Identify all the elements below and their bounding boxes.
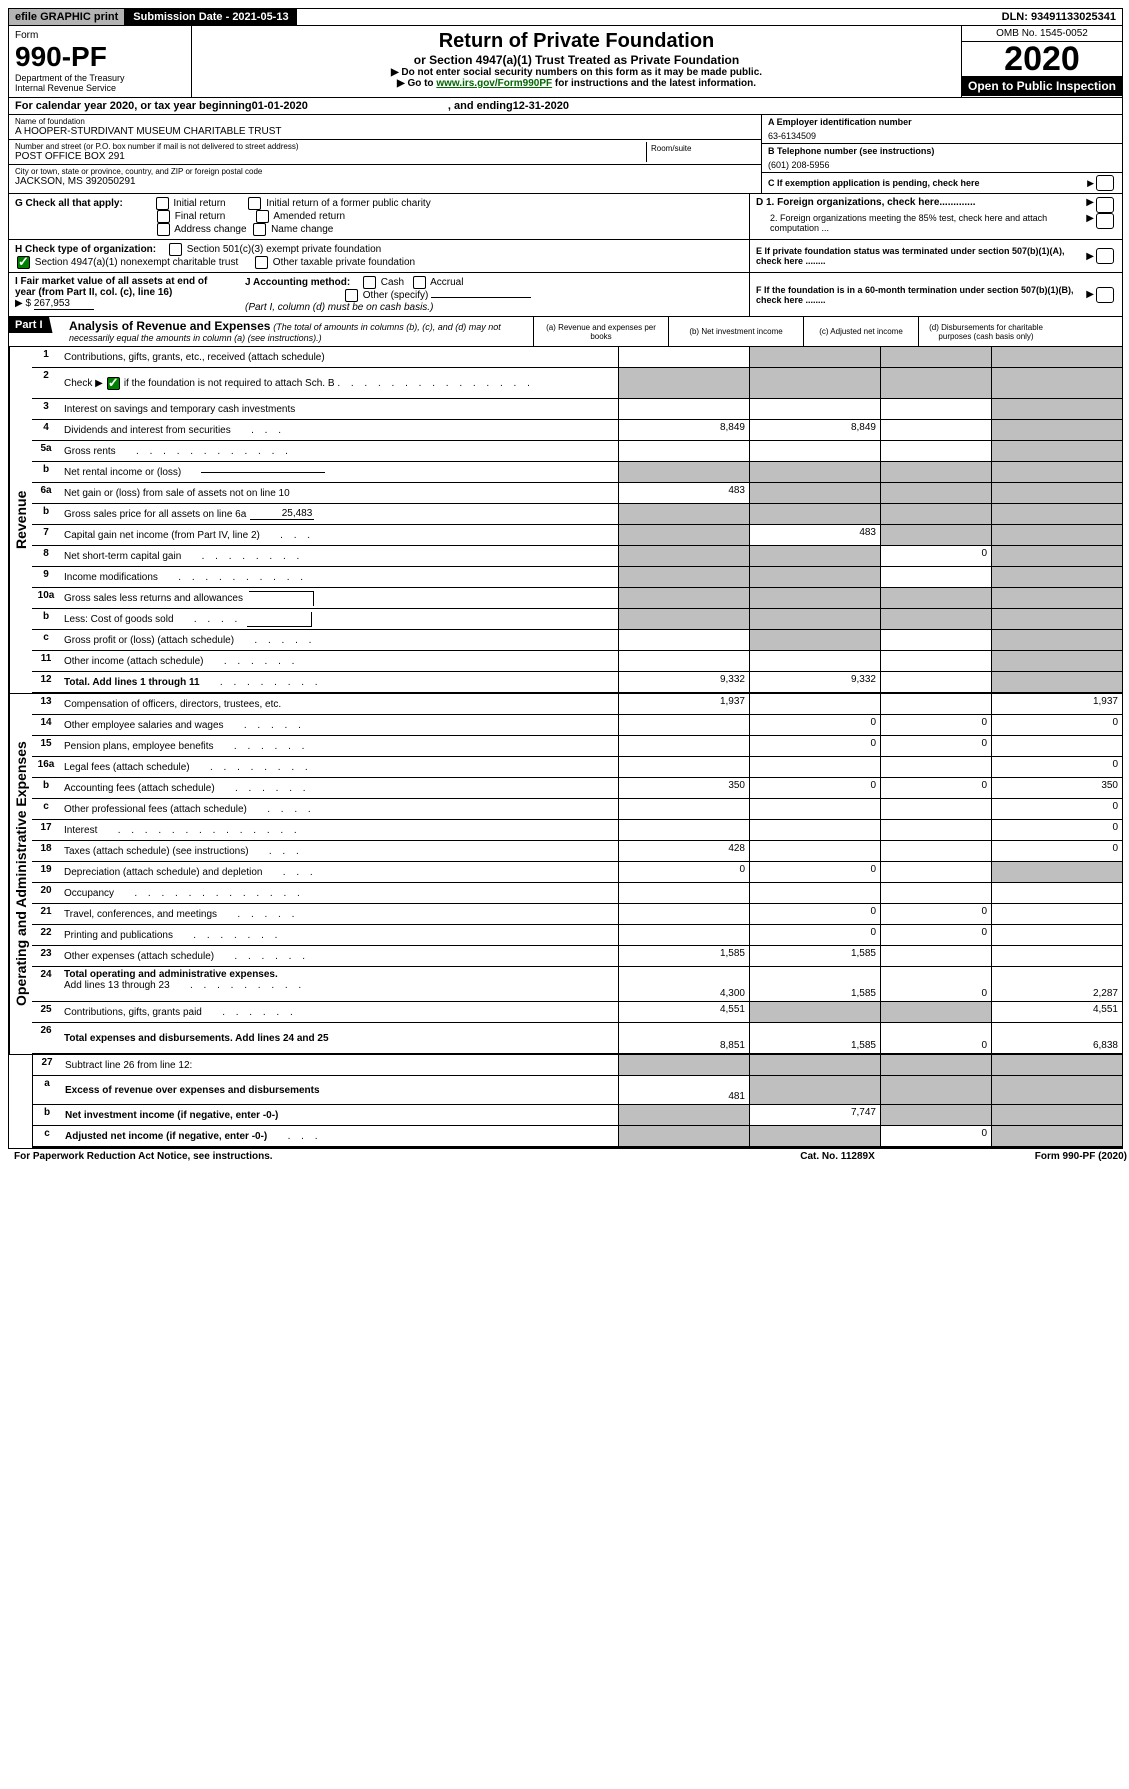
form-subtitle: or Section 4947(a)(1) Trust Treated as P… <box>196 53 957 67</box>
chk-4947a1-checked[interactable] <box>17 256 30 269</box>
chk-501c3[interactable] <box>169 243 182 256</box>
checkbox-c[interactable] <box>1096 175 1114 191</box>
submission-date: Submission Date - 2021-05-13 <box>125 9 296 25</box>
ein-cell: A Employer identification number 63-6134… <box>762 115 1122 144</box>
dept-line-2: Internal Revenue Service <box>15 83 185 93</box>
dln-number: DLN: 93491133025341 <box>996 9 1122 25</box>
tax-year: 2020 <box>962 42 1122 76</box>
chk-accrual[interactable] <box>413 276 426 289</box>
form-title: Return of Private Foundation <box>196 30 957 53</box>
header-right: OMB No. 1545-0052 2020 Open to Public In… <box>961 26 1122 97</box>
footer-form: Form 990-PF (2020) <box>1035 1151 1127 1162</box>
phone-cell: B Telephone number (see instructions) (6… <box>762 144 1122 173</box>
irs-link[interactable]: www.irs.gov/Form990PF <box>436 78 552 89</box>
col-header-c: (c) Adjusted net income <box>803 317 918 346</box>
col-header-d: (d) Disbursements for charitable purpose… <box>918 317 1053 346</box>
footer-left: For Paperwork Reduction Act Notice, see … <box>14 1151 273 1162</box>
opex-side-label: Operating and Administrative Expenses <box>9 694 32 1054</box>
dept-line-1: Department of the Treasury <box>15 73 185 83</box>
line6b-value: 25,483 <box>250 508 314 520</box>
form-990pf-page: efile GRAPHIC print Submission Date - 20… <box>8 8 1123 1149</box>
opex-section: Operating and Administrative Expenses 13… <box>9 693 1122 1054</box>
top-bar: efile GRAPHIC print Submission Date - 20… <box>9 9 1122 26</box>
section-ij-f: I Fair market value of all assets at end… <box>9 273 1122 317</box>
calendar-year-row: For calendar year 2020, or tax year begi… <box>9 98 1122 115</box>
foundation-name-cell: Name of foundation A HOOPER-STURDIVANT M… <box>9 115 761 140</box>
header-left: Form 990-PF Department of the Treasury I… <box>9 26 192 97</box>
city-cell: City or town, state or province, country… <box>9 165 761 189</box>
open-public-badge: Open to Public Inspection <box>962 76 1122 96</box>
header-title-block: Return of Private Foundation or Section … <box>192 26 961 97</box>
chk-d1[interactable] <box>1096 197 1114 213</box>
room-suite: Room/suite <box>647 142 755 162</box>
chk-d2[interactable] <box>1096 213 1114 229</box>
form-note-1: ▶ Do not enter social security numbers o… <box>196 67 957 78</box>
chk-amended[interactable] <box>256 210 269 223</box>
footer-catno: Cat. No. 11289X <box>800 1151 874 1162</box>
chk-e[interactable] <box>1096 248 1114 264</box>
section-g-d: G Check all that apply: Initial return I… <box>9 194 1122 240</box>
revenue-section: Revenue 1Contributions, gifts, grants, e… <box>9 347 1122 693</box>
form-note-2: ▶ Go to www.irs.gov/Form990PF for instru… <box>196 78 957 89</box>
form-label: Form <box>15 30 185 41</box>
section-h-e: H Check type of organization: Section 50… <box>9 240 1122 273</box>
chk-initial-former[interactable] <box>248 197 261 210</box>
form-header: Form 990-PF Department of the Treasury I… <box>9 26 1122 98</box>
form-number: 990-PF <box>15 41 185 73</box>
chk-other-method[interactable] <box>345 289 358 302</box>
line27-section: 27Subtract line 26 from line 12: aExcess… <box>9 1054 1122 1148</box>
page-footer: For Paperwork Reduction Act Notice, see … <box>8 1149 1129 1164</box>
chk-cash[interactable] <box>363 276 376 289</box>
part1-header: Part I Analysis of Revenue and Expenses … <box>9 317 1122 347</box>
col-header-b: (b) Net investment income <box>668 317 803 346</box>
chk-initial-return[interactable] <box>156 197 169 210</box>
chk-name-change[interactable] <box>253 223 266 236</box>
revenue-side-label: Revenue <box>9 347 32 693</box>
entity-info-block: Name of foundation A HOOPER-STURDIVANT M… <box>9 115 1122 194</box>
chk-final-return[interactable] <box>157 210 170 223</box>
address-cell: Number and street (or P.O. box number if… <box>9 140 761 165</box>
chk-other-taxable[interactable] <box>255 256 268 269</box>
chk-addr-change[interactable] <box>157 223 170 236</box>
fmv-value: 267,953 <box>34 298 94 310</box>
exemption-pending-cell: C If exemption application is pending, c… <box>762 173 1122 193</box>
part1-badge: Part I <box>9 317 53 333</box>
efile-print-button[interactable]: efile GRAPHIC print <box>9 9 125 25</box>
col-header-a: (a) Revenue and expenses per books <box>533 317 668 346</box>
chk-f[interactable] <box>1096 287 1114 303</box>
chk-sch-b[interactable] <box>107 377 120 390</box>
